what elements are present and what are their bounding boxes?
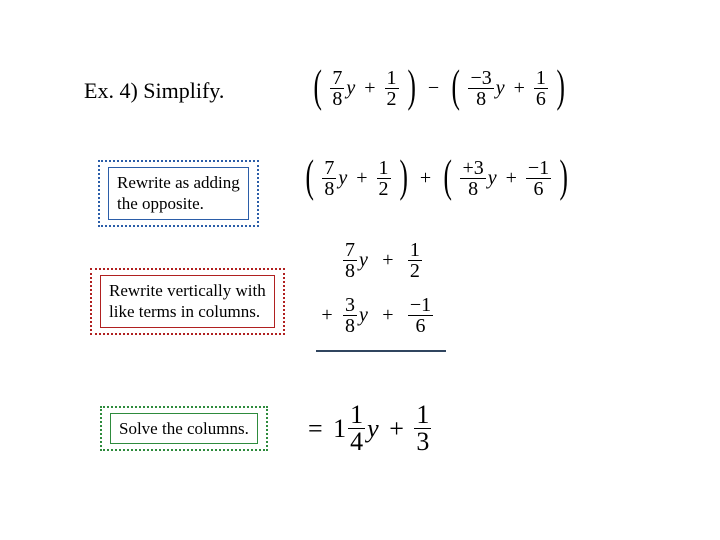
variable: y <box>494 77 505 100</box>
step-box-inner: Rewrite as adding the opposite. <box>108 167 249 220</box>
fraction: 1 3 <box>414 402 431 455</box>
variable: y <box>486 167 497 190</box>
expression-result: = 1 1 4 y + 1 3 <box>304 402 431 455</box>
paren-icon: ( <box>452 68 460 105</box>
step-box-rewrite-opposite: Rewrite as adding the opposite. <box>98 160 259 227</box>
step-text: the opposite. <box>117 193 240 214</box>
operator-plus: + <box>510 77 529 100</box>
paren-icon: ( <box>305 158 313 195</box>
fraction: 1 6 <box>534 68 548 109</box>
step-box-rewrite-vertically: Rewrite vertically with like terms in co… <box>90 268 285 335</box>
variable: y <box>336 167 347 190</box>
operator-plus: + <box>316 304 338 327</box>
operator-plus: + <box>385 414 408 444</box>
variable: y <box>357 304 368 327</box>
fraction: −1 6 <box>526 158 551 199</box>
sum-line <box>316 350 446 352</box>
whole-number: 1 <box>333 414 348 444</box>
vertical-addition: 7 8 y + 1 2 + 3 8 y + −1 6 <box>316 240 446 352</box>
page: Ex. 4) Simplify. Rewrite as adding the o… <box>0 0 720 540</box>
paren-icon: ( <box>313 68 321 105</box>
step-box-solve-columns: Solve the columns. <box>100 406 268 451</box>
operator-plus: + <box>373 304 403 327</box>
operator-minus: − <box>424 77 443 100</box>
paren-icon: ) <box>556 68 564 105</box>
fraction: 1 4 <box>348 402 365 455</box>
equals-sign: = <box>304 414 327 444</box>
fraction: 1 2 <box>408 240 422 281</box>
expression-rewritten: ( 7 8 y + 1 2 ) + ( +3 8 y + −1 6 ) <box>302 158 572 199</box>
addition-row: + 3 8 y + −1 6 <box>316 295 446 336</box>
step-box-inner: Solve the columns. <box>110 413 258 444</box>
fraction: +3 8 <box>460 158 485 199</box>
fraction: 1 2 <box>385 68 399 109</box>
example-title: Ex. 4) Simplify. <box>84 78 224 104</box>
paren-icon: ) <box>560 158 568 195</box>
fraction: −3 8 <box>468 68 493 109</box>
paren-icon: ( <box>444 158 452 195</box>
fraction: 7 8 <box>343 240 357 281</box>
step-box-inner: Rewrite vertically with like terms in co… <box>100 275 275 328</box>
variable: y <box>344 77 355 100</box>
expression-original: ( 7 8 y + 1 2 ) − ( −3 8 y + 1 6 ) <box>310 68 568 109</box>
fraction: 3 8 <box>343 295 357 336</box>
fraction: 7 8 <box>322 158 336 199</box>
fraction: −1 6 <box>408 295 433 336</box>
addition-row: 7 8 y + 1 2 <box>316 240 446 281</box>
operator-plus: + <box>352 167 371 190</box>
operator-plus: + <box>373 249 403 272</box>
variable: y <box>365 414 379 444</box>
step-text: Solve the columns. <box>119 418 249 439</box>
operator-plus: + <box>360 77 379 100</box>
step-text: like terms in columns. <box>109 301 266 322</box>
fraction: 7 8 <box>330 68 344 109</box>
paren-icon: ) <box>399 158 407 195</box>
fraction: 1 2 <box>377 158 391 199</box>
paren-icon: ) <box>407 68 415 105</box>
step-text: Rewrite as adding <box>117 172 240 193</box>
step-text: Rewrite vertically with <box>109 280 266 301</box>
operator-plus: + <box>502 167 521 190</box>
variable: y <box>357 249 368 272</box>
operator-plus: + <box>416 167 435 190</box>
